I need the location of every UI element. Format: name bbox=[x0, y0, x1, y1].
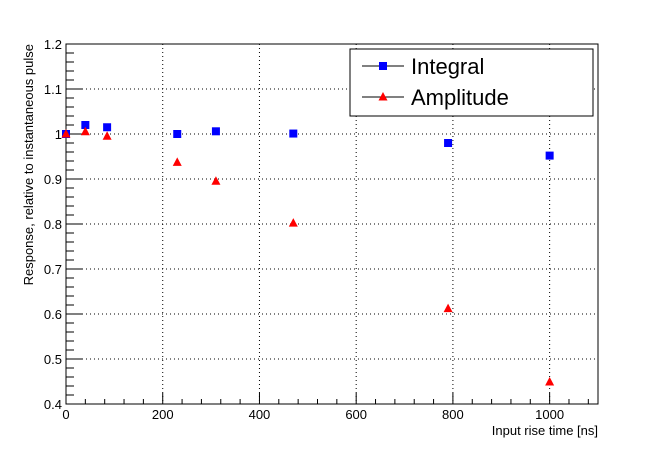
y-tick-label: 0.7 bbox=[44, 262, 62, 277]
amplitude-point bbox=[102, 131, 112, 140]
integral-point bbox=[173, 130, 182, 138]
amplitude-point bbox=[288, 218, 298, 227]
tick-labels: 0 200 400 600 800 1000 0.4 0.5 0.6 0.7 0.8 0.9 1 1.1 1… bbox=[44, 37, 564, 422]
x-tick-label: 0 bbox=[62, 407, 69, 422]
integral-point bbox=[81, 121, 90, 129]
integral-point bbox=[211, 127, 220, 136]
axis-ticks bbox=[65, 43, 589, 405]
x-tick-label: 200 bbox=[152, 407, 174, 422]
amplitude-point bbox=[443, 303, 453, 313]
y-tick-label: 0.5 bbox=[44, 352, 62, 367]
amplitude-point bbox=[545, 376, 555, 386]
y-tick-label: 0.9 bbox=[44, 172, 62, 187]
amplitude-point bbox=[172, 157, 182, 166]
y-axis-title: Response, relative to instantaneous puls… bbox=[21, 44, 36, 285]
integral-point bbox=[289, 129, 298, 138]
y-tick-label: 1.1 bbox=[44, 82, 62, 97]
x-tick-label: 800 bbox=[442, 407, 464, 422]
legend-label: Integral bbox=[411, 54, 484, 79]
x-tick-label: 400 bbox=[249, 407, 271, 422]
data-markers bbox=[61, 121, 555, 386]
legend-entry: Amplitude bbox=[362, 85, 509, 110]
legend-entry: Integral bbox=[362, 54, 484, 79]
x-tick-label: 600 bbox=[345, 407, 367, 422]
legend: Integral Amplitude bbox=[349, 48, 594, 117]
amplitude-point bbox=[80, 126, 90, 136]
legend-marker bbox=[378, 92, 388, 101]
legend-items: Integral Amplitude bbox=[362, 54, 509, 110]
y-tick-label: 0.4 bbox=[44, 397, 62, 412]
integral-point bbox=[103, 123, 112, 132]
legend-marker bbox=[379, 62, 387, 70]
x-tick-label: 1000 bbox=[535, 407, 564, 422]
x-axis-title: Input rise time [ns] bbox=[492, 423, 598, 438]
y-tick-label: 1 bbox=[55, 127, 62, 142]
integral-point bbox=[545, 151, 554, 160]
y-tick-label: 1.2 bbox=[44, 37, 62, 52]
integral-point bbox=[444, 139, 453, 147]
y-tick-label: 0.6 bbox=[44, 307, 62, 322]
amplitude-point bbox=[211, 176, 221, 185]
amplitude-point bbox=[61, 129, 71, 138]
y-tick-label: 0.8 bbox=[44, 217, 62, 232]
legend-label: Amplitude bbox=[411, 85, 509, 110]
legend-box bbox=[349, 48, 594, 117]
